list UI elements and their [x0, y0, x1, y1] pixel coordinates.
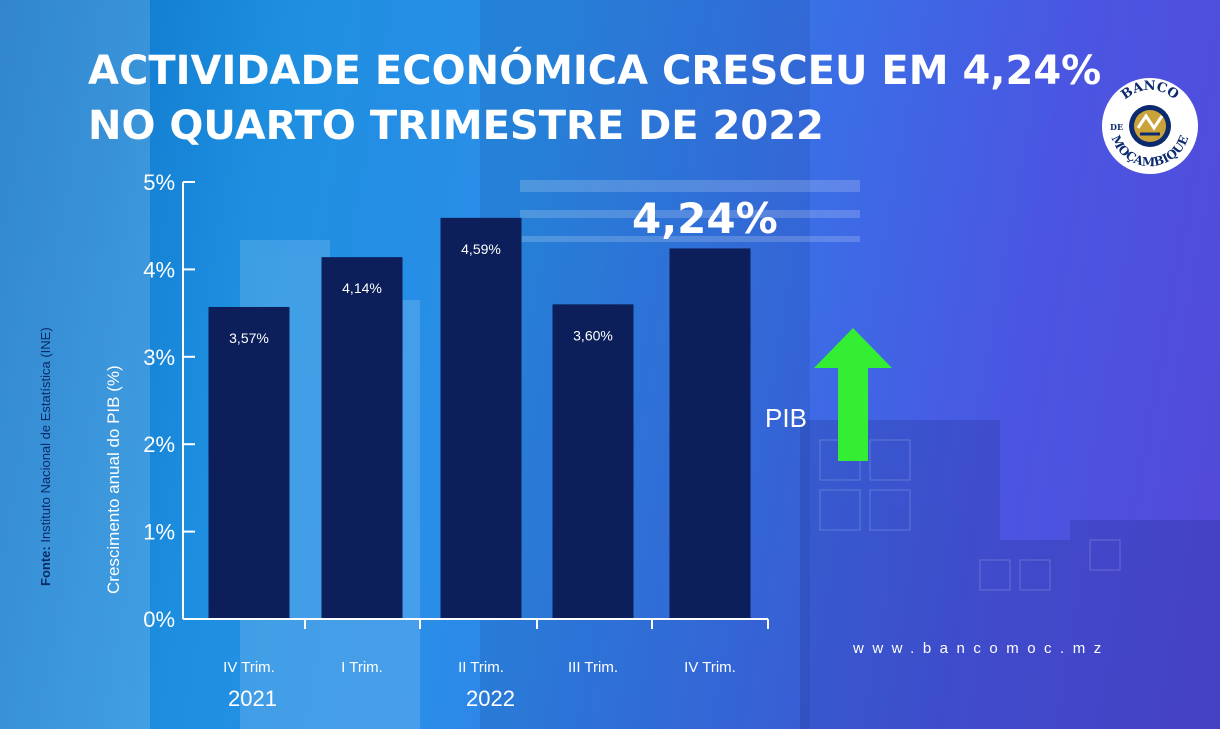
x-tick-label-4: IV Trim.: [684, 659, 736, 676]
website-url: www.bancomoc.mz: [853, 640, 1110, 657]
y-axis-label: Crescimento anual do PIB (%): [104, 365, 123, 594]
year-label-2021: 2021: [228, 686, 277, 711]
source-text: Instituto Nacional de Estatística (INE): [38, 327, 53, 547]
y-tick-label-2: 2%: [143, 432, 175, 457]
data-label-0: 3,57%: [229, 330, 269, 346]
highlight-value: 4,24%: [632, 194, 778, 243]
x-tick-label-3: III Trim.: [568, 659, 618, 676]
x-tick-label-1: I Trim.: [341, 659, 383, 676]
title-line-1: ACTIVIDADE ECONÓMICA CRESCEU EM 4,24%: [88, 48, 1102, 94]
pib-label: PIB: [765, 403, 807, 433]
bar-1: [321, 257, 403, 619]
data-label-1: 4,14%: [342, 280, 382, 296]
y-tick-label-0: 0%: [143, 607, 175, 632]
svg-text:DE: DE: [1110, 122, 1123, 132]
svg-text:BANCO: BANCO: [1119, 79, 1182, 103]
y-tick-label-3: 3%: [143, 345, 175, 370]
up-arrow-icon: [814, 328, 892, 461]
data-label-2: 4,59%: [461, 241, 501, 257]
bar-4: [669, 248, 751, 619]
page-title: ACTIVIDADE ECONÓMICA CRESCEU EM 4,24% NO…: [88, 44, 1102, 154]
year-label-2022: 2022: [466, 686, 515, 711]
y-tick-label-4: 4%: [143, 257, 175, 282]
data-label-3: 3,60%: [573, 327, 613, 343]
source-note: Fonte: Instituto Nacional de Estatística…: [38, 327, 53, 586]
bar-0: [208, 306, 290, 619]
y-tick-label-5: 5%: [143, 170, 175, 195]
y-tick-label-1: 1%: [143, 520, 175, 545]
banco-de-mocambique-logo: BANCO MOÇAMBIQUE DE: [1102, 78, 1198, 174]
bar-2: [440, 217, 522, 620]
source-label: Fonte:: [38, 546, 53, 586]
bar-3: [552, 304, 634, 619]
x-tick-label-2: II Trim.: [458, 659, 504, 676]
title-line-2: NO QUARTO TRIMESTRE DE 2022: [88, 103, 824, 149]
x-tick-label-0: IV Trim.: [223, 659, 275, 676]
